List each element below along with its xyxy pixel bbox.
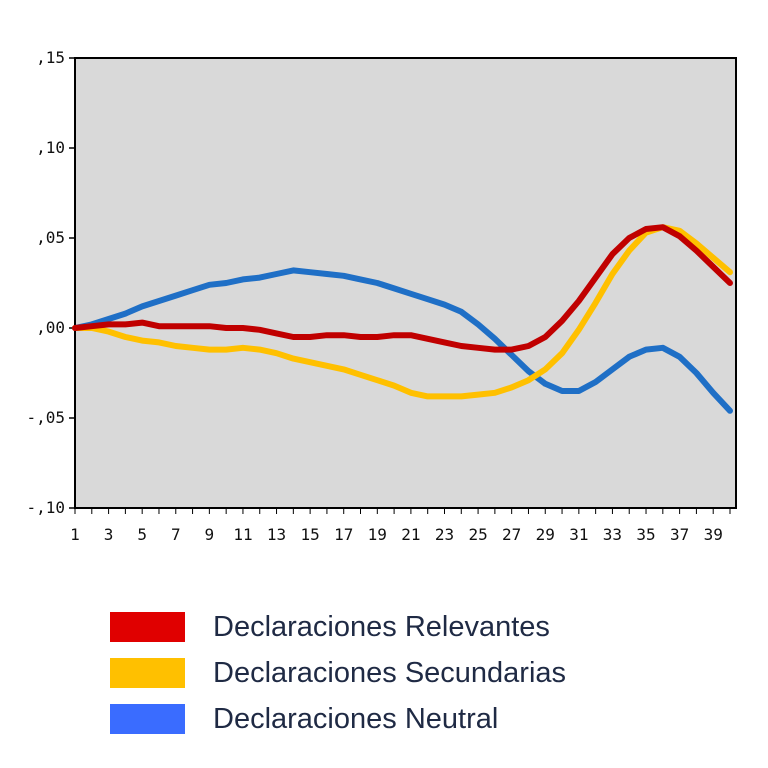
legend-item-relevantes: Declaraciones Relevantes <box>110 604 566 650</box>
series-line-declaraciones-neutral <box>72 267 733 414</box>
x-tick-label: 39 <box>704 525 723 544</box>
x-tick-label: 13 <box>267 525 286 544</box>
x-tick-label: 5 <box>137 525 147 544</box>
legend-label-neutral: Declaraciones Neutral <box>213 702 499 735</box>
y-axis: ,15 ,10 ,05 ,00 -,05 -,10 <box>26 48 75 517</box>
y-tick-label: -,05 <box>26 408 65 427</box>
legend-item-secundarias: Declaraciones Secundarias <box>110 650 566 696</box>
x-tick-label: 23 <box>435 525 454 544</box>
series-layer <box>72 224 733 414</box>
x-tick-label: 31 <box>569 525 588 544</box>
y-tick-label: ,15 <box>36 48 65 67</box>
line-chart: ,15,10,05,00-,05-,10 1 3 5 7 9 11 13 15 17 19 21 23… <box>26 48 737 544</box>
series-line-declaraciones-relevantes <box>72 224 733 353</box>
legend-label-relevantes: Declaraciones Relevantes <box>213 610 550 643</box>
y-tick-label: ,05 <box>36 228 65 247</box>
legend-item-neutral: Declaraciones Neutral <box>110 696 566 742</box>
x-tick-label: 25 <box>468 525 487 544</box>
y-tick-label: ,10 <box>36 138 65 157</box>
y-tick-label: ,00 <box>36 318 65 337</box>
legend-swatch-neutral <box>110 704 185 734</box>
x-tick-label: 29 <box>536 525 555 544</box>
x-tick-label: 27 <box>502 525 521 544</box>
plot-area <box>74 57 737 509</box>
x-tick-label: 21 <box>401 525 420 544</box>
x-tick-label: 15 <box>300 525 319 544</box>
x-tick-label: 35 <box>636 525 655 544</box>
x-tick-label: 3 <box>104 525 114 544</box>
y-tick-label: -,10 <box>26 498 65 517</box>
legend-swatch-secundarias <box>110 658 185 688</box>
x-tick-label: 33 <box>603 525 622 544</box>
series-line-declaraciones-secundarias <box>72 224 733 400</box>
legend-label-secundarias: Declaraciones Secundarias <box>213 656 567 689</box>
x-tick-label: 37 <box>670 525 689 544</box>
x-tick-label: 19 <box>368 525 387 544</box>
x-tick-label: 17 <box>334 525 353 544</box>
legend-swatch-relevantes <box>110 612 185 642</box>
x-tick-label: 7 <box>171 525 181 544</box>
legend: Declaraciones Relevantes Declaraciones S… <box>110 604 566 742</box>
x-tick-label: 11 <box>233 525 252 544</box>
x-tick-label: 1 <box>70 525 80 544</box>
x-tick-label: 9 <box>205 525 215 544</box>
x-axis: 1 3 5 7 9 11 13 15 17 19 21 23 25 27 29 31 33 35 37 39 <box>70 508 731 544</box>
